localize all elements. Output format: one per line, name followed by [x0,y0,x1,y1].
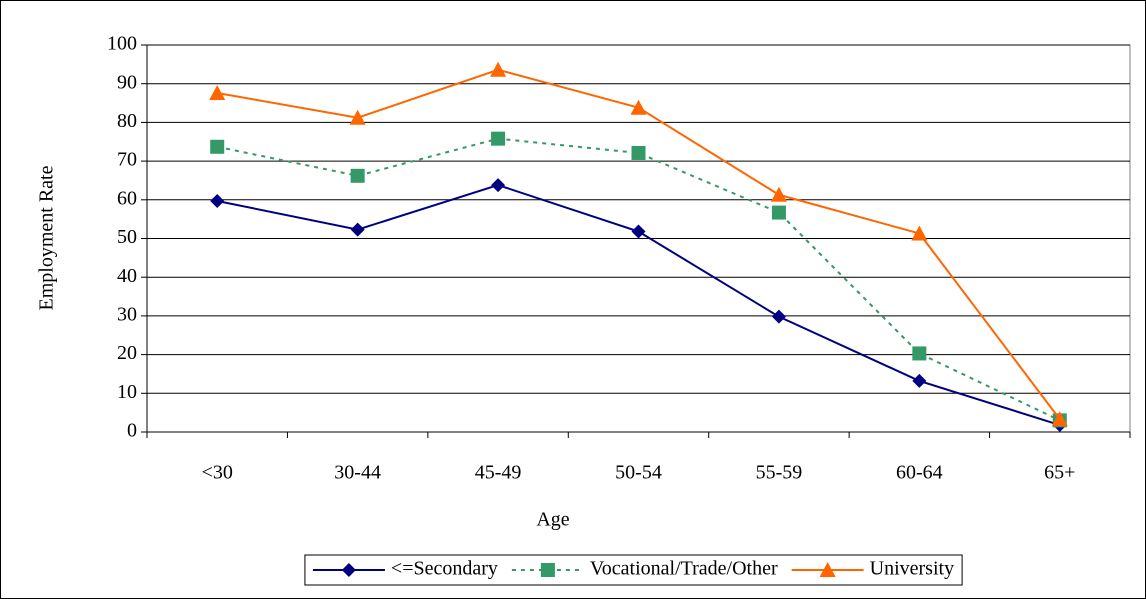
x-tick-label: 60-64 [896,462,943,484]
y-axis-title: Employment Rate [36,165,58,310]
marker [630,99,647,115]
marker [349,109,366,125]
x-tick-label: 30-44 [334,462,381,484]
legend-label: University [870,558,954,580]
x-tick-label: 50-54 [615,462,662,484]
marker [819,562,836,577]
y-tick-label: 50 [117,226,137,248]
marker [540,563,555,577]
y-tick-label: 100 [107,33,137,55]
legend-label: Vocational/Trade/Other [590,558,778,580]
legend-label: <=Secondary [391,558,498,580]
marker [350,222,365,237]
x-tick-label: 55-59 [756,462,803,484]
x-tick-label: <30 [202,462,233,484]
marker [771,309,786,324]
x-tick-label: 45-49 [475,462,522,484]
marker [912,346,927,361]
y-tick-label: 40 [117,265,137,287]
legend: <=Secondary Vocational/Trade/Other Univers… [304,554,963,586]
y-tick-label: 60 [117,187,137,209]
x-tick-label: 65+ [1044,462,1075,484]
y-tick-label: 80 [117,110,137,132]
marker [771,205,786,220]
marker [210,193,225,208]
marker [911,225,928,241]
marker [631,224,646,239]
y-tick-label: 70 [117,149,137,171]
marker [209,84,226,100]
marker [1051,411,1068,427]
y-tick-label: 10 [117,381,137,403]
y-tick-label: 90 [117,71,137,93]
y-tick-label: 0 [127,420,137,442]
marker [491,131,506,146]
marker [631,145,646,160]
marker [341,563,356,577]
y-tick-label: 20 [117,342,137,364]
y-tick-label: 30 [117,303,137,325]
marker [491,178,506,193]
marker [770,186,787,202]
marker [912,373,927,388]
marker [210,139,225,154]
marker [490,61,507,77]
x-axis-title: Age [536,509,569,531]
marker [350,168,365,183]
